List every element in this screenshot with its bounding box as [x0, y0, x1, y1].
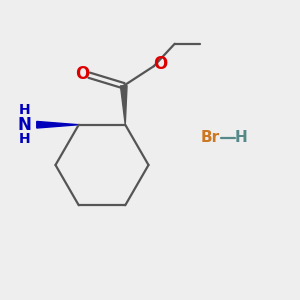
- Polygon shape: [121, 85, 127, 125]
- Polygon shape: [37, 122, 79, 128]
- Text: Br: Br: [200, 130, 220, 146]
- Text: O: O: [153, 55, 167, 73]
- Text: H: H: [235, 130, 248, 146]
- Text: H: H: [18, 132, 30, 146]
- Text: N: N: [17, 116, 31, 134]
- Text: O: O: [75, 65, 89, 83]
- Text: H: H: [18, 103, 30, 117]
